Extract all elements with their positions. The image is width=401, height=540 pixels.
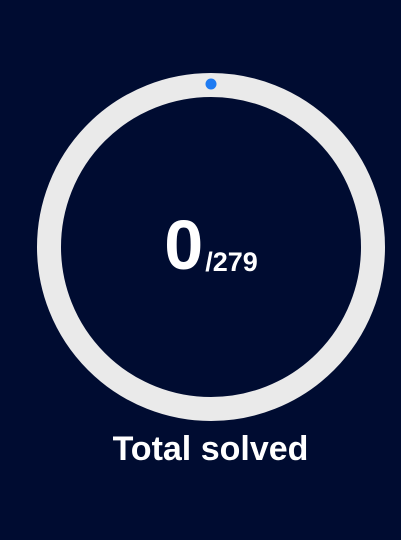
solved-counter: 0 /279 bbox=[36, 72, 386, 422]
progress-ring-graphic bbox=[37, 73, 385, 421]
total-count: /279 bbox=[205, 246, 258, 277]
solved-count: 0 bbox=[164, 206, 204, 284]
progress-start-marker bbox=[205, 78, 217, 90]
progress-ring: 0 /279 bbox=[36, 72, 386, 422]
total-solved-label: Total solved bbox=[112, 430, 309, 468]
